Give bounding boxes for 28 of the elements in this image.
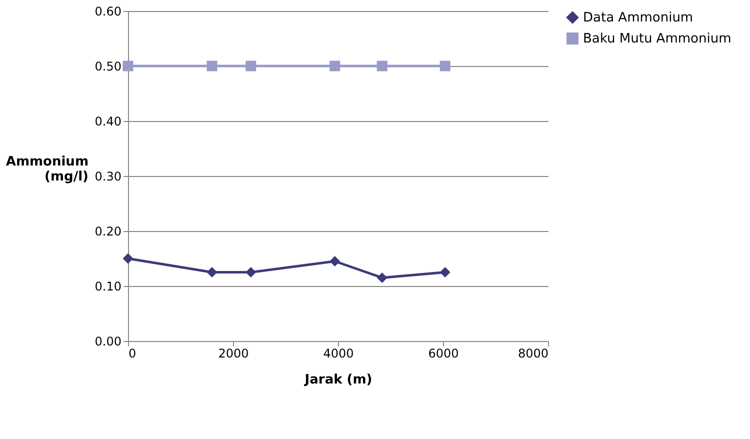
point xyxy=(376,60,388,72)
point xyxy=(122,253,134,264)
point xyxy=(330,256,340,266)
x-tick-label: 8000 xyxy=(518,346,548,360)
legend-label: Baku Mutu Ammonium xyxy=(583,32,732,46)
point xyxy=(206,267,218,278)
x-tick-label: 6000 xyxy=(428,346,459,360)
point xyxy=(440,267,450,278)
point xyxy=(376,272,388,283)
y-tick-label: 0.50 xyxy=(94,60,122,74)
point xyxy=(330,60,340,72)
point xyxy=(246,60,256,72)
y-tick-label: 0.00 xyxy=(94,334,122,348)
y-tick-label: 0.60 xyxy=(94,4,122,18)
x-tick-label: 0 xyxy=(128,346,136,360)
x-tick-label: 4000 xyxy=(323,346,354,360)
point xyxy=(440,60,450,72)
x-axis-title: Jarak (m) xyxy=(304,372,372,388)
point xyxy=(246,267,256,278)
y-tick-label: 0.20 xyxy=(94,224,122,238)
y-tick-label: 0.30 xyxy=(94,170,122,184)
point xyxy=(122,60,134,72)
legend-label: Data Ammonium xyxy=(583,10,694,26)
y-tick-label: 0.10 xyxy=(94,280,122,294)
y-tick-label: 0.40 xyxy=(94,114,122,128)
point xyxy=(206,60,218,72)
x-tick-label: 2000 xyxy=(218,346,249,360)
y-axis-title: Ammonium (mg/l) xyxy=(6,154,88,184)
